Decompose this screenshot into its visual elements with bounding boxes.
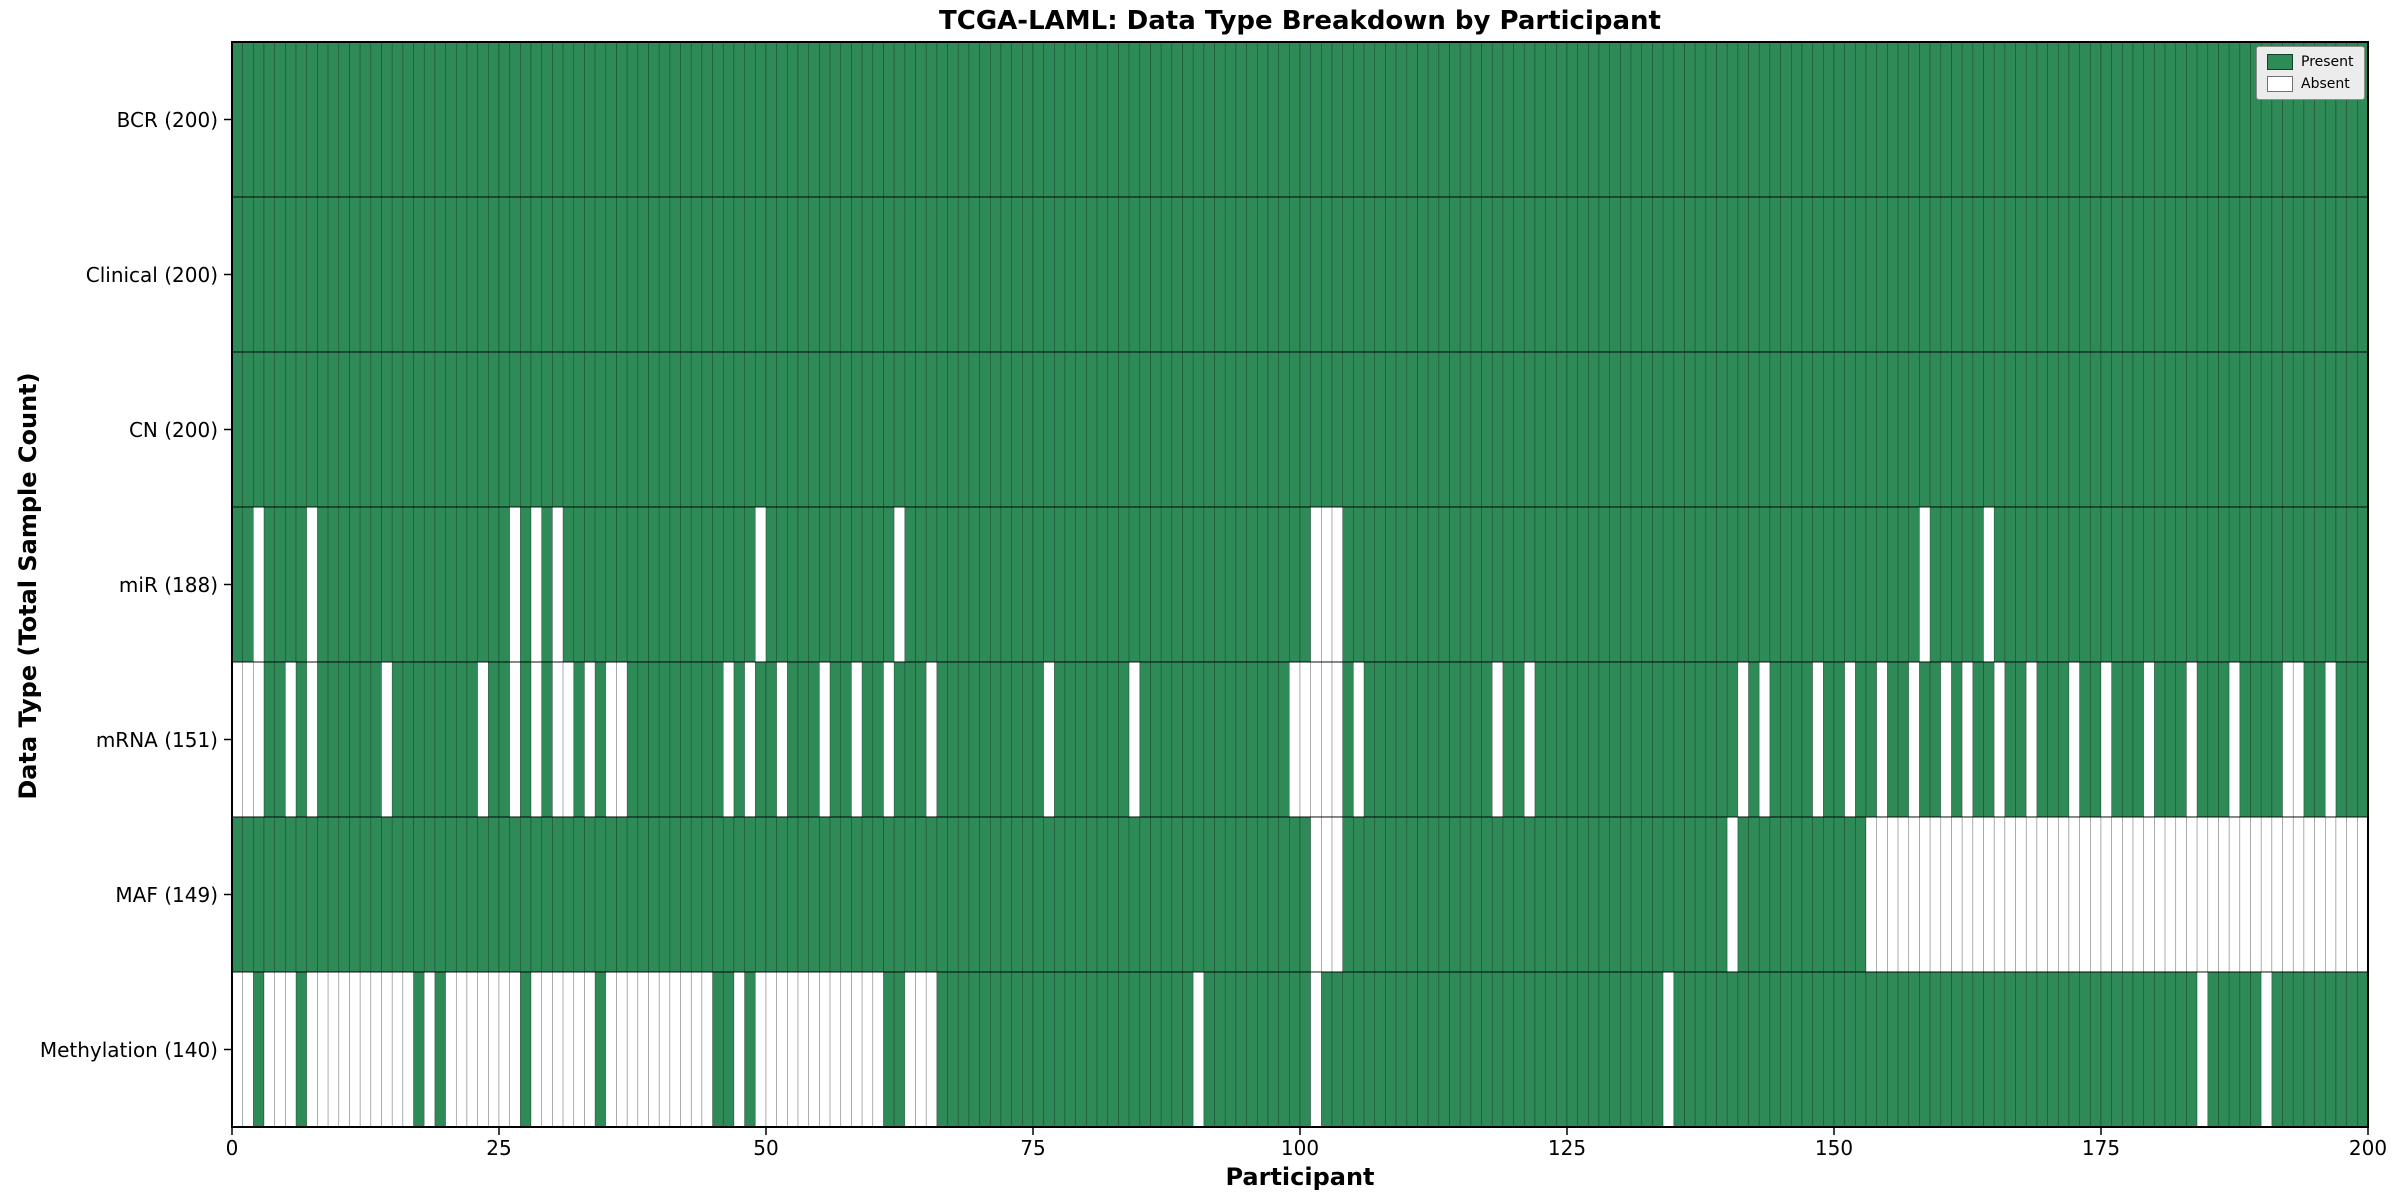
y-tick-label-mRNA: mRNA (151) [95, 727, 218, 752]
x-tick-label-100: 100 [1280, 1136, 1320, 1160]
x-tick-label-175: 175 [2081, 1136, 2121, 1160]
x-tick-label-125: 125 [1547, 1136, 1587, 1160]
legend-label-absent: Absent [2301, 76, 2350, 92]
y-tick-label-miR: miR (188) [118, 572, 218, 597]
legend-item-present: Present [2267, 54, 2354, 70]
x-tick-label-75: 75 [1020, 1136, 1046, 1160]
x-tick-label-150: 150 [1814, 1136, 1854, 1160]
legend-label-present: Present [2301, 54, 2354, 70]
x-axis-label: Participant [1225, 1163, 1375, 1191]
x-tick-label-50: 50 [753, 1136, 779, 1160]
absent-swatch-icon [2267, 76, 2293, 92]
present-swatch-icon [2267, 54, 2293, 70]
legend-item-absent: Absent [2267, 76, 2354, 92]
legend: Present Absent [2256, 46, 2365, 100]
y-tick-label-CN: CN (200) [128, 417, 218, 442]
y-tick-label-MAF: MAF (149) [115, 882, 218, 907]
x-tick-label-0: 0 [225, 1136, 239, 1160]
x-tick-label-200: 200 [2348, 1136, 2388, 1160]
y-tick-label-Methylation: Methylation (140) [39, 1037, 218, 1062]
y-tick-label-BCR: BCR (200) [116, 107, 218, 132]
x-tick-label-25: 25 [486, 1136, 512, 1160]
y-tick-label-Clinical: Clinical (200) [85, 262, 218, 287]
chart-title: TCGA-LAML: Data Type Breakdown by Partic… [939, 6, 1661, 36]
